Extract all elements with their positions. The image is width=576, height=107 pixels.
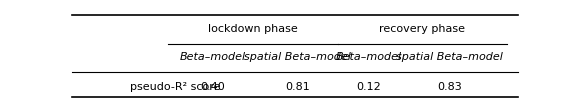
Text: 0.40: 0.40 (200, 82, 225, 92)
Text: 0.83: 0.83 (437, 82, 461, 92)
Text: spatial Beta–model: spatial Beta–model (396, 52, 503, 62)
Text: Beta–model: Beta–model (180, 52, 246, 62)
Text: recovery phase: recovery phase (380, 24, 465, 34)
Text: 0.12: 0.12 (357, 82, 381, 92)
Text: pseudo-R² score: pseudo-R² score (130, 82, 221, 92)
Text: 0.81: 0.81 (285, 82, 310, 92)
Text: spatial Beta–model: spatial Beta–model (244, 52, 351, 62)
Text: Beta–model: Beta–model (336, 52, 402, 62)
Text: lockdown phase: lockdown phase (208, 24, 298, 34)
